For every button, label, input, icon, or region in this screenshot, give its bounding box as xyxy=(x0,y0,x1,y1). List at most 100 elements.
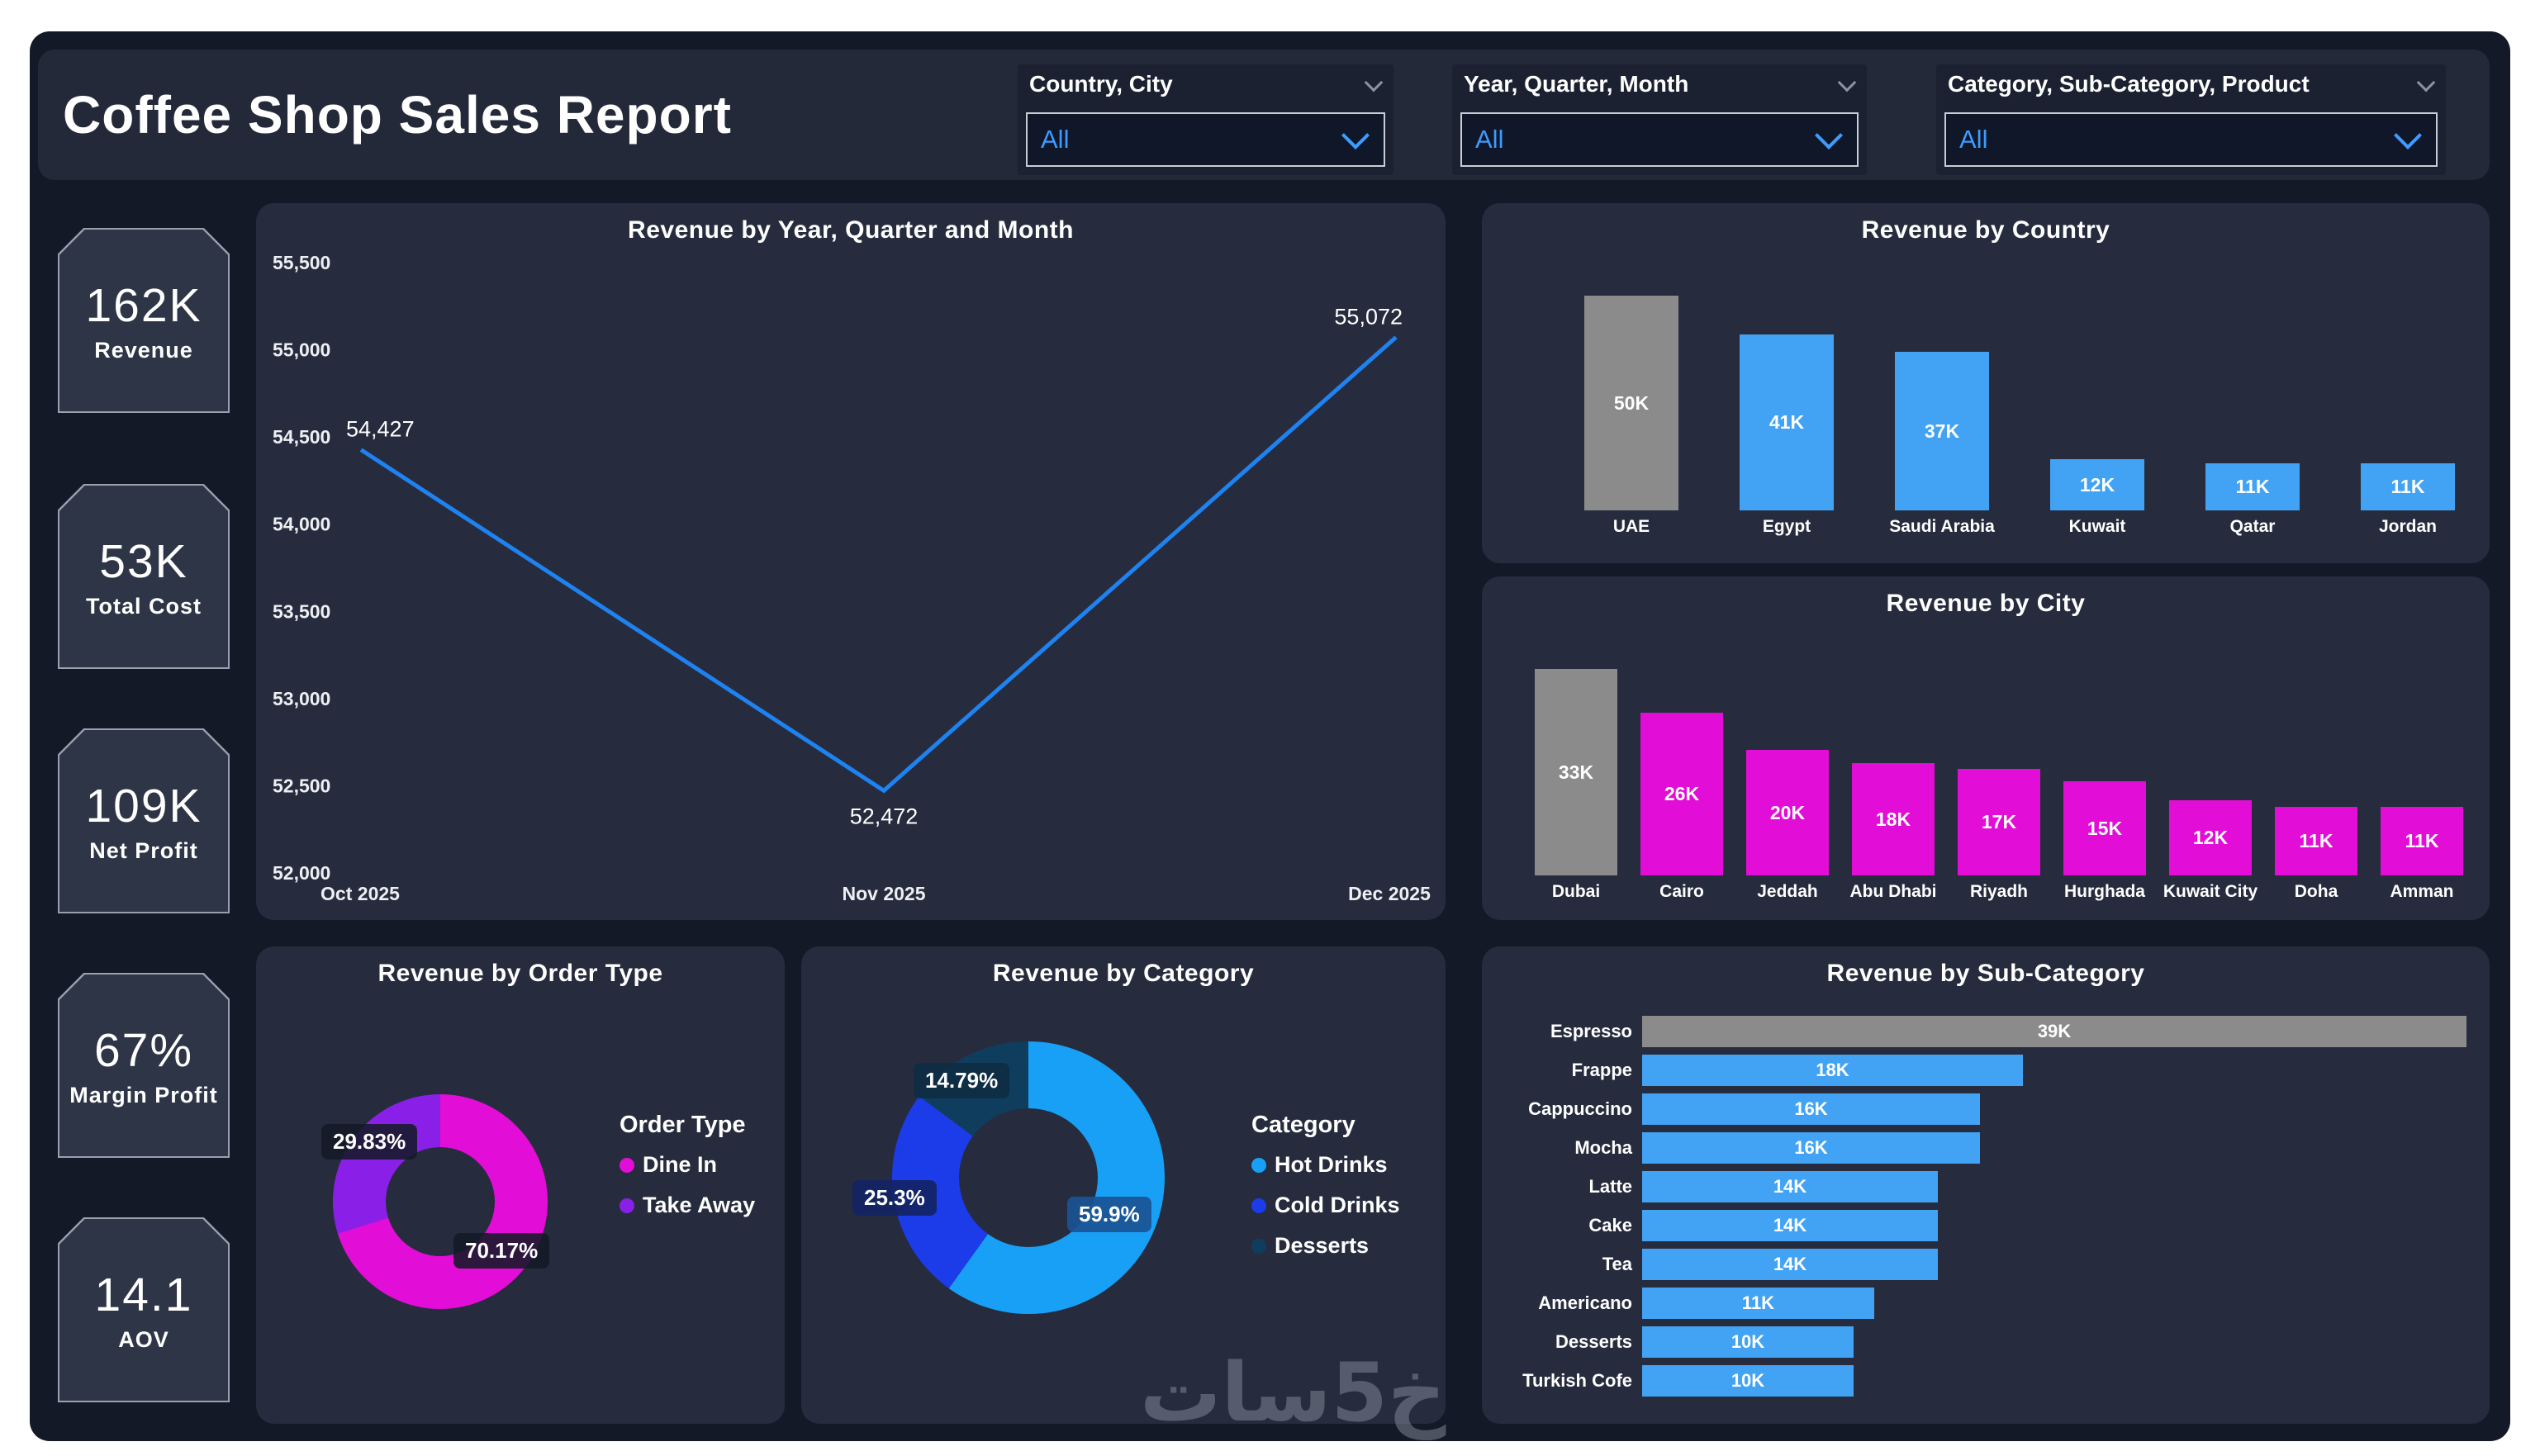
bar-value-label: 12K xyxy=(2192,827,2229,848)
y-axis-tick: 54,500 xyxy=(273,426,330,448)
legend-item-dine-in[interactable]: Dine In xyxy=(620,1152,755,1178)
country-city-dropdown[interactable]: All xyxy=(1026,112,1385,167)
bar-saudi-arabia[interactable]: 37K xyxy=(1895,352,1989,510)
y-axis-label: Cake xyxy=(1588,1215,1632,1235)
chevron-down-icon[interactable] xyxy=(2416,73,2436,92)
legend-label: Hot Drinks xyxy=(1275,1152,1388,1177)
category-subcategory-product-dropdown[interactable]: All xyxy=(1944,112,2438,167)
kpi-card-revenue: 162K Revenue xyxy=(58,228,230,413)
x-axis-label: Hurghada xyxy=(2063,882,2145,901)
category-donut-panel: Revenue by Category 59.9% 25.3% 14.79% C… xyxy=(801,946,1446,1424)
bar-egypt[interactable]: 41K xyxy=(1740,334,1834,510)
bar-kuwait[interactable]: 12K xyxy=(2050,459,2144,510)
legend-dot xyxy=(1251,1198,1266,1213)
hbar-tea[interactable]: 14K xyxy=(1642,1249,1938,1280)
legend-item-hot-drinks[interactable]: Hot Drinks xyxy=(1251,1152,1400,1178)
chart-title: Revenue by Category xyxy=(992,960,1255,987)
slicer-label: Year, Quarter, Month xyxy=(1464,71,1689,97)
bar-kuwait-city[interactable]: 12K xyxy=(2169,800,2252,875)
x-axis-label: Kuwait xyxy=(2068,517,2126,536)
hbar-americano[interactable]: 11K xyxy=(1642,1288,1874,1319)
y-axis-tick: 53,000 xyxy=(273,688,330,709)
bar-qatar[interactable]: 11K xyxy=(2205,463,2300,510)
kpi-label: Net Profit xyxy=(89,837,198,863)
hbar-desserts[interactable]: 10K xyxy=(1642,1326,1854,1358)
dropdown-value: All xyxy=(1475,125,1504,154)
x-axis-label: Qatar xyxy=(2229,517,2276,536)
legend-dot xyxy=(1251,1157,1266,1173)
hbar-espresso[interactable]: 39K xyxy=(1642,1016,2466,1047)
slicer-label: Category, Sub-Category, Product xyxy=(1948,71,2310,97)
bar-value-label: 18K xyxy=(1875,808,1911,830)
bar-hurghada[interactable]: 15K xyxy=(2063,781,2146,875)
hbar-latte[interactable]: 14K xyxy=(1642,1171,1938,1202)
pct-label-chip: 14.79% xyxy=(914,1063,1010,1098)
bar-riyadh[interactable]: 17K xyxy=(1958,769,2040,875)
data-label: 52,472 xyxy=(850,804,919,828)
pct-label-chip: 29.83% xyxy=(321,1124,418,1160)
x-axis-label: Abu Dhabi xyxy=(1849,882,1937,901)
bar-value-label: 10K xyxy=(1731,1331,1765,1352)
dropdown-value: All xyxy=(1959,125,1988,154)
category-donut[interactable]: 59.9% 25.3% 14.79% xyxy=(852,1041,1165,1314)
bar-value-label: 33K xyxy=(1558,761,1594,783)
chart-title: Revenue by Sub-Category xyxy=(1826,960,2145,987)
revenue-trend-line-chart[interactable]: 55,500 55,000 54,500 54,000 53,500 53,000 52,5… xyxy=(256,203,1446,920)
slicer-label: Country, City xyxy=(1029,71,1173,97)
bar-value-label: 16K xyxy=(1794,1098,1828,1119)
bar-value-label: 18K xyxy=(1816,1060,1849,1080)
order-type-donut[interactable]: 70.17% 29.83% xyxy=(321,1094,550,1309)
legend-item-take-away[interactable]: Take Away xyxy=(620,1193,755,1218)
x-axis-label: Nov 2025 xyxy=(842,883,925,904)
line-chart-panel: Revenue by Year, Quarter and Month 55,50… xyxy=(256,203,1446,920)
header: Coffee Shop Sales Report Country, City A… xyxy=(38,50,2490,180)
y-axis-tick: 52,000 xyxy=(273,862,330,884)
bar-uae[interactable]: 50K xyxy=(1584,296,1678,510)
x-axis-label: Cairo xyxy=(1659,882,1704,901)
bar-amman[interactable]: 11K xyxy=(2381,807,2463,875)
legend-dot xyxy=(1251,1238,1266,1254)
bar-value-label: 14K xyxy=(1773,1176,1807,1197)
legend-item-cold-drinks[interactable]: Cold Drinks xyxy=(1251,1193,1400,1218)
legend-label: Take Away xyxy=(643,1193,756,1217)
kpi-value: 162K xyxy=(85,278,202,332)
y-axis-label: Espresso xyxy=(1550,1021,1632,1041)
hbar-turkish-cofe[interactable]: 10K xyxy=(1642,1365,1854,1397)
bar-value-label: 11K xyxy=(2235,476,2270,497)
category-legend: Category Hot Drinks Cold Drinks Desserts xyxy=(1251,1112,1400,1273)
hbar-cappuccino[interactable]: 16K xyxy=(1642,1093,1980,1125)
chevron-down-icon[interactable] xyxy=(1837,73,1857,92)
data-label: 55,072 xyxy=(1334,304,1403,329)
hbar-cake[interactable]: 14K xyxy=(1642,1210,1938,1241)
y-axis-label: Turkish Cofe xyxy=(1522,1370,1632,1391)
y-axis-label: Mocha xyxy=(1574,1137,1632,1158)
bar-dubai[interactable]: 33K xyxy=(1535,669,1617,875)
bar-jeddah[interactable]: 20K xyxy=(1746,750,1829,875)
bar-doha[interactable]: 11K xyxy=(2275,807,2357,875)
kpi-label: Margin Profit xyxy=(69,1082,218,1107)
revenue-line[interactable] xyxy=(359,335,1398,794)
bar-value-label: 50K xyxy=(1613,391,1650,414)
hbar-mocha[interactable]: 16K xyxy=(1642,1132,1980,1164)
bar-abu-dhabi[interactable]: 18K xyxy=(1852,763,1935,875)
order-type-legend: Order Type Dine In Take Away xyxy=(620,1112,755,1233)
legend-dot xyxy=(620,1157,634,1173)
chevron-down-icon[interactable] xyxy=(1364,73,1384,92)
hbar-frappe[interactable]: 18K xyxy=(1642,1055,2023,1086)
kpi-card-aov: 14.1 AOV xyxy=(58,1217,230,1402)
year-quarter-month-dropdown[interactable]: All xyxy=(1460,112,1859,167)
kpi-label: Revenue xyxy=(94,337,193,363)
legend-label: Cold Drinks xyxy=(1275,1193,1400,1217)
dropdown-value: All xyxy=(1041,125,1070,154)
bar-value-label: 41K xyxy=(1769,411,1805,433)
y-axis-tick: 53,500 xyxy=(273,600,330,622)
bar-cairo[interactable]: 26K xyxy=(1640,713,1723,875)
chart-title: Revenue by Country xyxy=(1861,216,2110,244)
bar-value-label: 37K xyxy=(1924,420,1960,442)
chart-title: Revenue by Order Type xyxy=(377,960,663,987)
bar-jordan[interactable]: 11K xyxy=(2361,463,2455,510)
kpi-card-net-profit: 109K Net Profit xyxy=(58,728,230,913)
legend-label: Desserts xyxy=(1275,1233,1370,1258)
legend-item-desserts[interactable]: Desserts xyxy=(1251,1233,1400,1259)
